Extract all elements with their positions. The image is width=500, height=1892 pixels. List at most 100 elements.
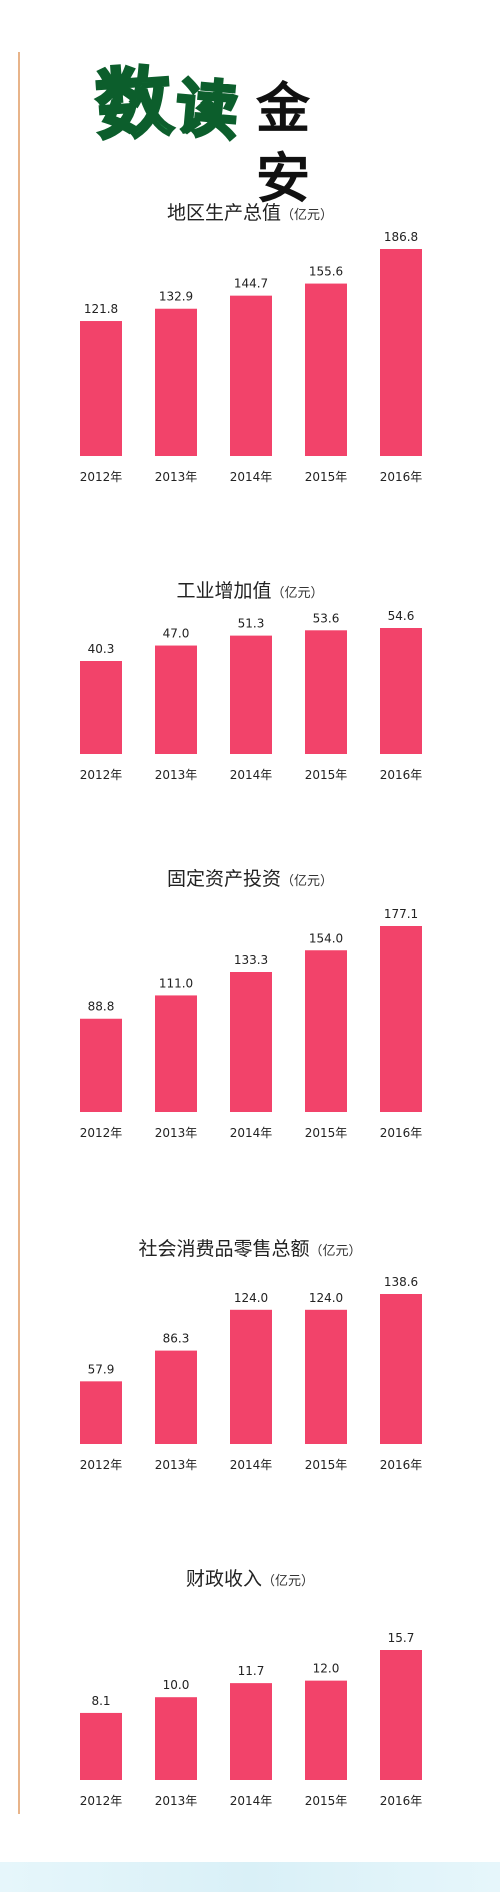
bar-2012年 (80, 321, 122, 456)
bar-2012年 (80, 661, 122, 754)
chart-title: 固定资产投资（亿元） (0, 864, 500, 891)
bar-value-label: 155.6 (309, 265, 343, 279)
bar-value-label: 10.0 (163, 1678, 190, 1692)
bar-value-label: 124.0 (309, 1291, 343, 1305)
bar-2015年 (305, 630, 347, 754)
chart-plot: 121.8 2012年 132.9 2013年 144.7 2014年 155.6 2015年… (80, 230, 423, 484)
chart-unit: （亿元） (309, 1244, 362, 1259)
chart-plot: 57.9 2012年 86.3 2013年 124.0 2014年 124.0 2015年 13… (80, 1275, 423, 1472)
bar-value-label: 138.6 (384, 1275, 418, 1289)
x-axis-tick-label: 2012年 (80, 1794, 123, 1808)
bar-2016年 (380, 249, 422, 456)
bar-value-label: 12.0 (313, 1662, 340, 1676)
x-axis-tick-label: 2014年 (230, 1126, 273, 1140)
chart-title: 工业增加值（亿元） (0, 576, 500, 603)
bar-value-label: 186.8 (384, 230, 418, 244)
bar-2014年 (230, 295, 272, 456)
bar-2014年 (230, 635, 272, 754)
bar-2012年 (80, 1018, 122, 1112)
bar-2016年 (380, 1650, 422, 1780)
bar-2016年 (380, 628, 422, 754)
chart-title: 财政收入（亿元） (0, 1564, 500, 1591)
chart-title-text: 财政收入 (185, 1568, 262, 1590)
bar-2015年 (305, 950, 347, 1112)
bar-value-label: 40.3 (88, 642, 115, 656)
x-axis-tick-label: 2016年 (380, 470, 423, 484)
bar-2016年 (380, 1294, 422, 1444)
masthead-char-du: 读 (171, 69, 242, 150)
bar-value-label: 53.6 (313, 611, 340, 625)
bar-value-label: 154.0 (309, 931, 343, 945)
x-axis-tick-label: 2013年 (155, 1458, 198, 1472)
x-axis-tick-label: 2016年 (380, 1126, 423, 1140)
bar-2012年 (80, 1381, 122, 1444)
bar-value-label: 132.9 (159, 290, 193, 304)
x-axis-tick-label: 2015年 (305, 1794, 348, 1808)
bar-2013年 (155, 1350, 197, 1444)
x-axis-tick-label: 2013年 (155, 1126, 198, 1140)
left-divider-line (18, 52, 20, 1814)
chart-unit: （亿元） (281, 208, 334, 223)
bar-2013年 (155, 308, 197, 456)
chart-title-text: 固定资产投资 (166, 868, 281, 890)
chart-plot: 88.8 2012年 111.0 2013年 133.3 2014年 154.0 2015年 1… (80, 907, 423, 1140)
chart-title: 社会消费品零售总额（亿元） (0, 1234, 500, 1261)
chart-title-text: 工业增加值 (176, 580, 272, 602)
chart-unit: （亿元） (281, 874, 334, 889)
x-axis-tick-label: 2014年 (230, 1458, 273, 1472)
x-axis-tick-label: 2014年 (230, 470, 273, 484)
chart-plot: 40.3 2012年 47.0 2013年 51.3 2014年 53.6 2015年 54.6… (80, 609, 423, 782)
bar-value-label: 133.3 (234, 953, 268, 967)
chart-unit: （亿元） (262, 1574, 315, 1589)
bar-value-label: 51.3 (238, 617, 265, 631)
masthead-jinan: 金安 (256, 77, 312, 210)
bar-value-label: 124.0 (234, 1291, 268, 1305)
bar-2014年 (230, 1309, 272, 1444)
x-axis-tick-label: 2015年 (305, 470, 348, 484)
bar-value-label: 47.0 (163, 627, 190, 641)
x-axis-tick-label: 2016年 (380, 1794, 423, 1808)
x-axis-tick-label: 2013年 (155, 1794, 198, 1808)
bar-2014年 (230, 972, 272, 1112)
x-axis-tick-label: 2012年 (80, 1126, 123, 1140)
bar-value-label: 15.7 (388, 1631, 415, 1645)
bar-value-label: 144.7 (234, 277, 268, 291)
chart-title-text: 社会消费品零售总额 (138, 1238, 310, 1260)
x-axis-tick-label: 2012年 (80, 470, 123, 484)
x-axis-tick-label: 2016年 (380, 768, 423, 782)
bar-value-label: 177.1 (384, 907, 418, 921)
x-axis-tick-label: 2016年 (380, 1458, 423, 1472)
bar-value-label: 111.0 (159, 976, 193, 990)
bottom-decorative-strip (0, 1862, 500, 1892)
bar-2014年 (230, 1683, 272, 1780)
x-axis-tick-label: 2013年 (155, 470, 198, 484)
x-axis-tick-label: 2014年 (230, 1794, 273, 1808)
chart-title: 地区生产总值（亿元） (0, 198, 500, 225)
bar-value-label: 8.1 (91, 1694, 110, 1708)
bar-2012年 (80, 1712, 122, 1780)
x-axis-tick-label: 2012年 (80, 1458, 123, 1472)
x-axis-tick-label: 2013年 (155, 768, 198, 782)
bar-2016年 (380, 926, 422, 1112)
bar-2013年 (155, 995, 197, 1112)
x-axis-tick-label: 2015年 (305, 1458, 348, 1472)
bar-2015年 (305, 1309, 347, 1444)
bar-2013年 (155, 645, 197, 754)
chart-unit: （亿元） (271, 586, 324, 601)
x-axis-tick-label: 2015年 (305, 1126, 348, 1140)
chart-title-text: 地区生产总值 (166, 202, 281, 224)
bar-value-label: 88.8 (88, 1000, 115, 1014)
bar-2013年 (155, 1697, 197, 1780)
bar-value-label: 54.6 (388, 609, 415, 623)
bar-2015年 (305, 1680, 347, 1780)
bar-value-label: 121.8 (84, 302, 118, 316)
chart-plot: 8.1 2012年 10.0 2013年 11.7 2014年 12.0 2015年 15.7 2… (80, 1631, 423, 1808)
bar-value-label: 57.9 (88, 1362, 115, 1376)
bar-value-label: 11.7 (238, 1664, 265, 1678)
bar-2015年 (305, 283, 347, 456)
x-axis-tick-label: 2015年 (305, 768, 348, 782)
bar-value-label: 86.3 (163, 1332, 190, 1346)
masthead-char-shu: 数 (91, 55, 176, 152)
x-axis-tick-label: 2014年 (230, 768, 273, 782)
x-axis-tick-label: 2012年 (80, 768, 123, 782)
